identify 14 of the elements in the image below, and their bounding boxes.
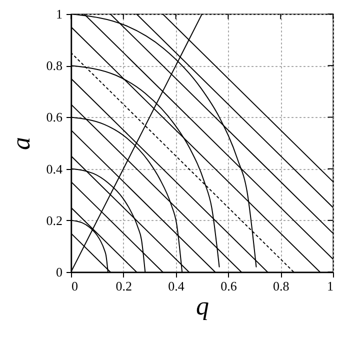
y-axis-title: a bbox=[6, 137, 36, 150]
x-tick-label: 0.6 bbox=[220, 278, 238, 294]
y-tick-label: 0.4 bbox=[46, 161, 63, 176]
y-tick-label: 0 bbox=[56, 264, 62, 280]
x-tick-label: 1 bbox=[327, 278, 334, 294]
x-tick-label: 0.8 bbox=[272, 278, 290, 294]
x-tick-label: 0.2 bbox=[116, 278, 132, 294]
y-tick-label: 0.6 bbox=[46, 110, 63, 125]
y-tick-label: 0.2 bbox=[46, 212, 62, 228]
y-tick-label: 1 bbox=[56, 6, 62, 22]
y-tick-label: 0.8 bbox=[46, 58, 62, 74]
x-axis-title: q bbox=[196, 292, 209, 320]
x-tick-label: 0.4 bbox=[168, 278, 185, 294]
x-tick-label: 0 bbox=[72, 278, 78, 294]
